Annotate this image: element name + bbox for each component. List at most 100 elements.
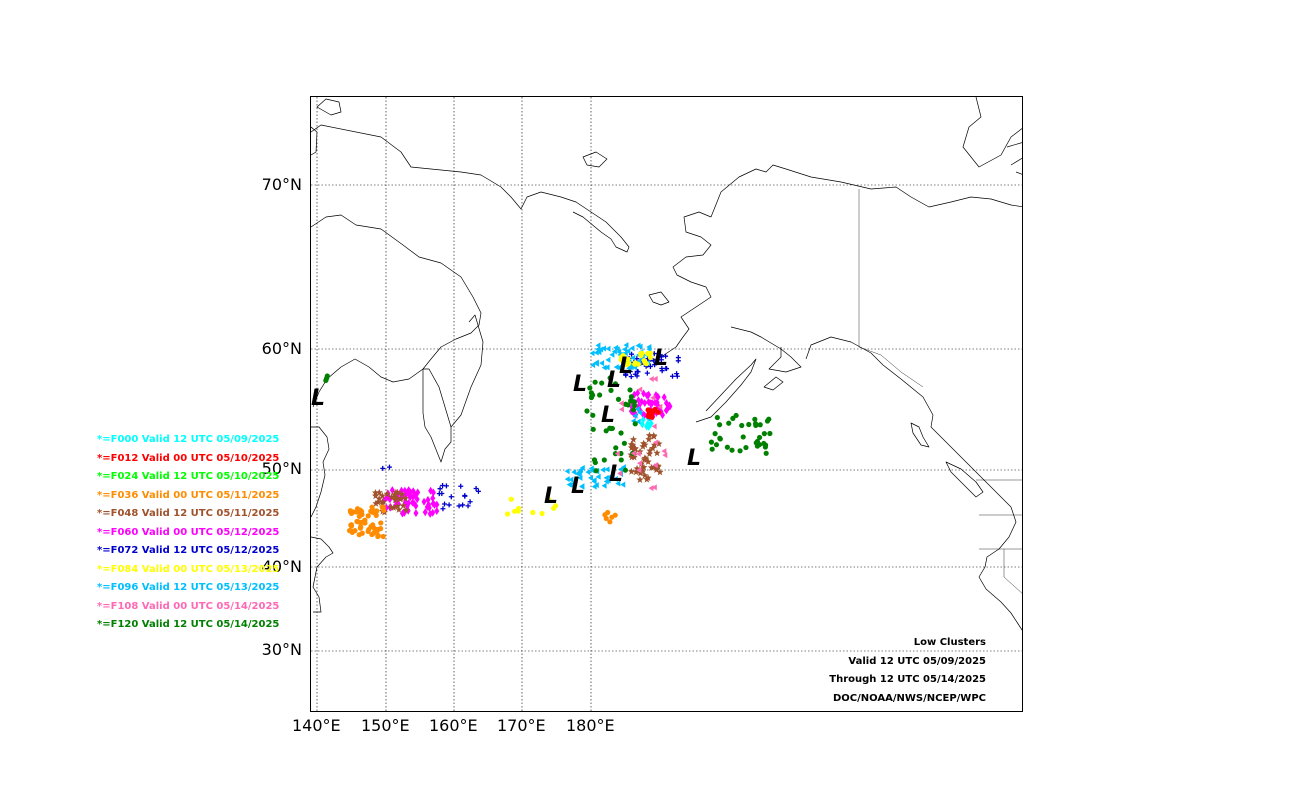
cluster-member-marker bbox=[641, 471, 649, 479]
cluster-member-marker bbox=[399, 501, 407, 509]
cluster-member-marker bbox=[593, 482, 599, 489]
cluster-member-marker bbox=[767, 430, 773, 437]
cluster-member-marker bbox=[369, 531, 375, 538]
forecast-legend: *=F000 Valid 12 UTC 05/09/2025 *=F012 Val… bbox=[97, 434, 279, 638]
cluster-member-marker bbox=[650, 463, 658, 471]
cluster-member-marker bbox=[406, 486, 412, 495]
cluster-member-marker bbox=[566, 481, 572, 488]
cluster-member-marker bbox=[633, 464, 641, 472]
cluster-member-marker bbox=[661, 393, 667, 402]
cluster-member-marker bbox=[652, 462, 658, 469]
cluster-member-marker bbox=[614, 346, 620, 353]
cluster-member-marker bbox=[655, 393, 661, 402]
cluster-member-marker bbox=[405, 506, 411, 515]
cluster-member-marker bbox=[713, 442, 720, 448]
cluster-member-marker bbox=[644, 474, 652, 482]
cluster-member-marker bbox=[625, 348, 631, 355]
cluster-member-marker bbox=[460, 502, 466, 508]
cluster-member-marker bbox=[642, 399, 648, 408]
cluster-member-marker bbox=[372, 492, 380, 500]
cluster-member-marker bbox=[475, 488, 481, 494]
cluster-member-marker bbox=[446, 502, 452, 508]
cluster-member-marker bbox=[628, 374, 634, 380]
cluster-member-marker bbox=[369, 504, 375, 510]
cluster-member-marker bbox=[615, 480, 621, 487]
cluster-member-marker bbox=[434, 500, 440, 509]
cluster-member-marker bbox=[465, 503, 471, 509]
cluster-member-marker bbox=[638, 352, 644, 359]
cluster-member-marker bbox=[596, 349, 602, 356]
cluster-member-marker bbox=[421, 497, 427, 506]
cluster-member-marker bbox=[644, 370, 650, 376]
cluster-member-marker bbox=[655, 439, 663, 447]
coastlines bbox=[311, 97, 1022, 631]
cluster-member-marker bbox=[590, 392, 596, 398]
cluster-member-marker bbox=[670, 373, 676, 379]
cluster-member-marker bbox=[584, 408, 590, 414]
cluster-member-marker bbox=[645, 431, 653, 439]
cluster-member-marker bbox=[603, 478, 609, 485]
cluster-member-marker bbox=[616, 349, 622, 356]
cluster-member-marker bbox=[632, 412, 638, 419]
cluster-member-marker bbox=[756, 434, 763, 441]
cluster-member-marker bbox=[647, 414, 653, 420]
cluster-member-marker bbox=[434, 506, 440, 515]
cluster-member-marker bbox=[372, 499, 380, 507]
lat-label-60: 60°N bbox=[261, 339, 302, 358]
cluster-member-marker bbox=[601, 457, 607, 463]
cluster-member-marker bbox=[629, 441, 637, 449]
cluster-member-marker bbox=[380, 465, 386, 471]
legend-item: *=F060 Valid 00 UTC 05/12/2025 bbox=[97, 526, 280, 538]
cluster-member-marker bbox=[592, 379, 598, 385]
lat-label-40: 40°N bbox=[261, 557, 302, 576]
cluster-member-marker bbox=[588, 465, 594, 472]
lon-label-140e: 140°E bbox=[292, 716, 341, 735]
cluster-member-marker bbox=[611, 348, 617, 355]
cluster-member-marker bbox=[365, 513, 371, 519]
legend-item: *=F108 Valid 00 UTC 05/14/2025 bbox=[97, 600, 280, 612]
legend-item: *=F000 Valid 12 UTC 05/09/2025 bbox=[97, 434, 280, 445]
cluster-member-marker bbox=[757, 422, 763, 428]
cluster-member-marker bbox=[388, 493, 396, 501]
cluster-member-marker bbox=[622, 356, 629, 362]
cluster-member-marker bbox=[414, 495, 420, 504]
cluster-member-marker bbox=[564, 468, 570, 475]
cluster-member-marker bbox=[359, 530, 365, 536]
cluster-member-marker bbox=[415, 488, 421, 497]
cluster-member-marker bbox=[427, 509, 433, 518]
cluster-member-marker bbox=[637, 386, 643, 393]
cluster-member-marker bbox=[589, 350, 595, 357]
cluster-member-marker bbox=[662, 452, 668, 459]
cluster-member-marker bbox=[674, 371, 680, 377]
cluster-member-marker bbox=[641, 358, 647, 364]
cluster-member-marker bbox=[348, 510, 355, 516]
cluster-member-marker bbox=[663, 406, 669, 415]
cluster-member-marker bbox=[442, 501, 448, 507]
cluster-member-marker bbox=[394, 502, 402, 510]
cluster-member-marker bbox=[708, 439, 715, 445]
cluster-member-marker bbox=[652, 439, 658, 446]
cluster-member-marker bbox=[652, 398, 658, 407]
cluster-member-marker bbox=[761, 431, 767, 437]
cluster-member-marker bbox=[630, 354, 636, 361]
cluster-member-marker bbox=[401, 494, 409, 502]
cluster-member-marker bbox=[397, 495, 405, 503]
cluster-member-marker bbox=[623, 342, 629, 349]
cluster-member-marker bbox=[398, 490, 406, 498]
cluster-member-marker bbox=[635, 418, 641, 425]
cluster-member-marker bbox=[658, 357, 664, 363]
cluster-member-marker bbox=[601, 364, 607, 371]
cluster-member-marker bbox=[593, 349, 599, 356]
cluster-member-marker bbox=[375, 533, 381, 539]
cluster-member-marker bbox=[647, 363, 653, 369]
cluster-member-marker bbox=[644, 458, 652, 466]
cluster-member-marker bbox=[350, 528, 356, 535]
cluster-member-marker bbox=[733, 412, 739, 419]
cluster-member-marker bbox=[635, 450, 641, 457]
agency-credit: DOC/NOAA/NWS/NCEP/WPC bbox=[833, 692, 986, 704]
cluster-member-marker bbox=[422, 508, 428, 517]
legend-item: *=F036 Valid 00 UTC 05/11/2025 bbox=[97, 489, 280, 501]
legend-item: *=F072 Valid 12 UTC 05/12/2025 bbox=[97, 545, 280, 556]
cluster-member-marker bbox=[648, 375, 654, 382]
cluster-member-marker bbox=[612, 476, 618, 483]
